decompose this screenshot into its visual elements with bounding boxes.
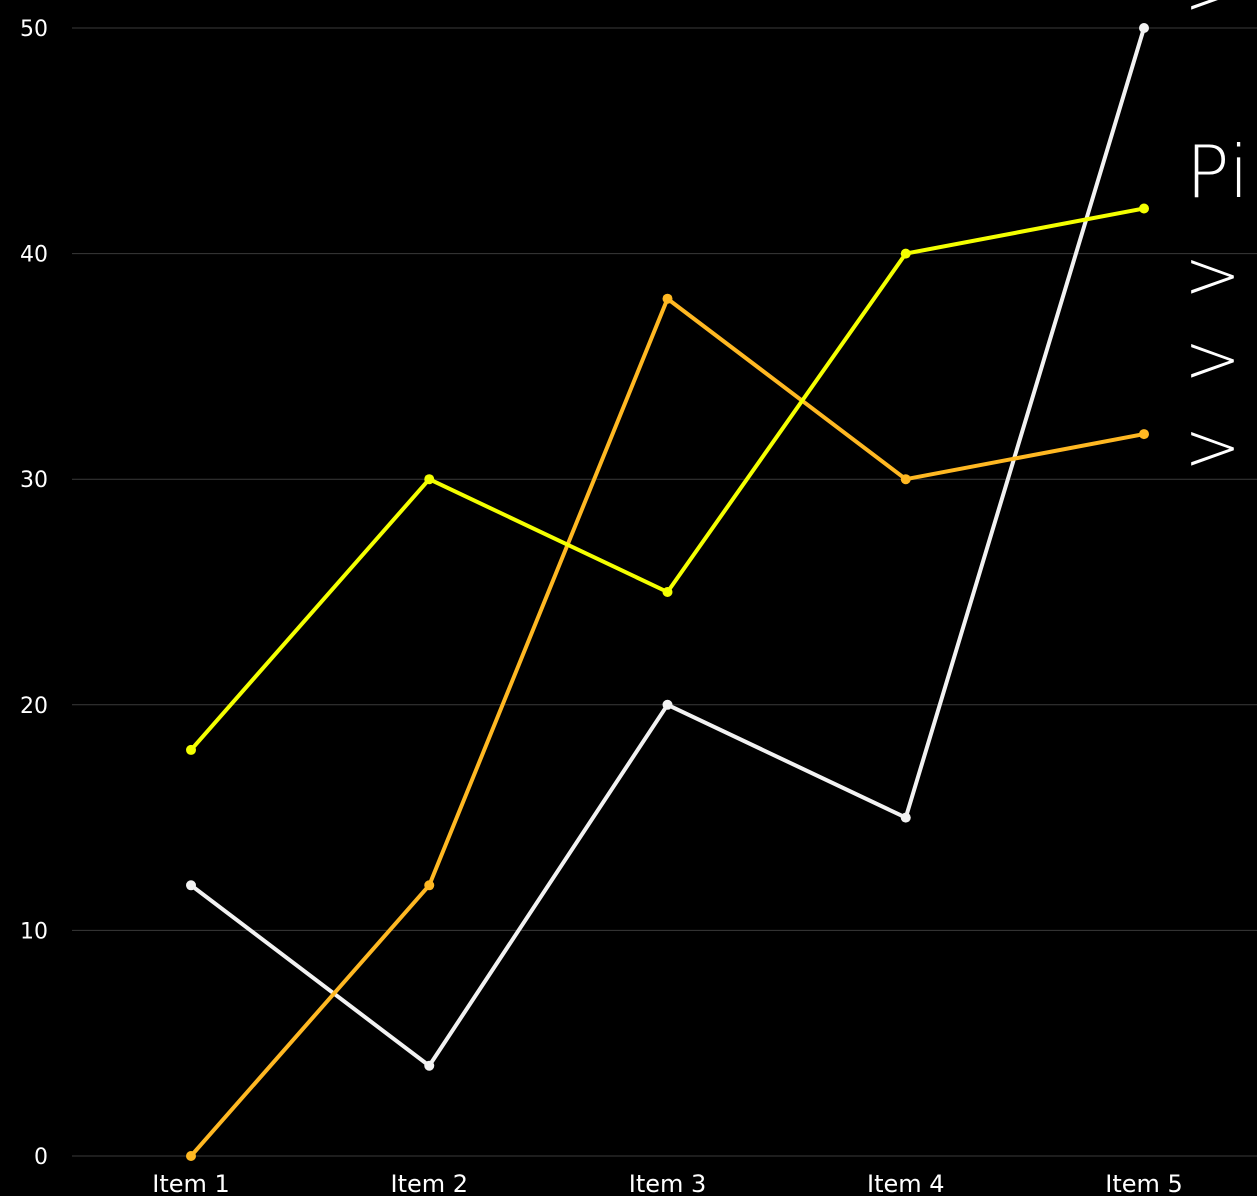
series-line [189, 26, 1146, 1068]
data-point [662, 699, 673, 710]
data-point [662, 293, 673, 304]
y-tick-label: 30 [20, 468, 48, 493]
y-tick-label: 50 [20, 17, 48, 42]
data-point [424, 474, 435, 485]
x-tick-label: Item 1 [152, 1170, 230, 1196]
data-point [1139, 203, 1149, 214]
series-lines [186, 23, 1149, 1161]
data-point [900, 474, 911, 485]
data-point [662, 587, 673, 597]
data-point [424, 880, 435, 891]
data-point [186, 744, 196, 755]
y-tick-label: 20 [20, 694, 48, 719]
overlay-caret-text: > [1184, 320, 1241, 399]
x-axis-ticks: Item 1 Item 2 Item 3 Item 4 Item 5 [152, 1170, 1183, 1196]
data-point [424, 1060, 435, 1071]
x-tick-label: Item 3 [629, 1170, 707, 1196]
data-point [186, 880, 196, 891]
x-tick-label: Item 5 [1105, 1170, 1183, 1196]
y-tick-label: 0 [34, 1145, 48, 1170]
data-point [900, 248, 911, 259]
data-point [900, 812, 911, 823]
data-point [186, 1151, 196, 1161]
y-axis-ticks: 0 10 20 30 40 50 [20, 17, 48, 1170]
overlay-caret-text: > [1184, 0, 1241, 26]
overlay-caret-text: > [1184, 408, 1241, 487]
series-line [189, 296, 1146, 1158]
y-tick-label: 40 [20, 243, 48, 268]
x-tick-label: Item 2 [390, 1170, 468, 1196]
data-point [1139, 23, 1149, 33]
y-tick-label: 10 [20, 919, 48, 944]
overlay-title-fragment: Pi [1186, 130, 1250, 214]
overlay-caret-text: > [1184, 236, 1241, 315]
data-point [1139, 429, 1149, 440]
x-tick-label: Item 4 [867, 1170, 945, 1196]
